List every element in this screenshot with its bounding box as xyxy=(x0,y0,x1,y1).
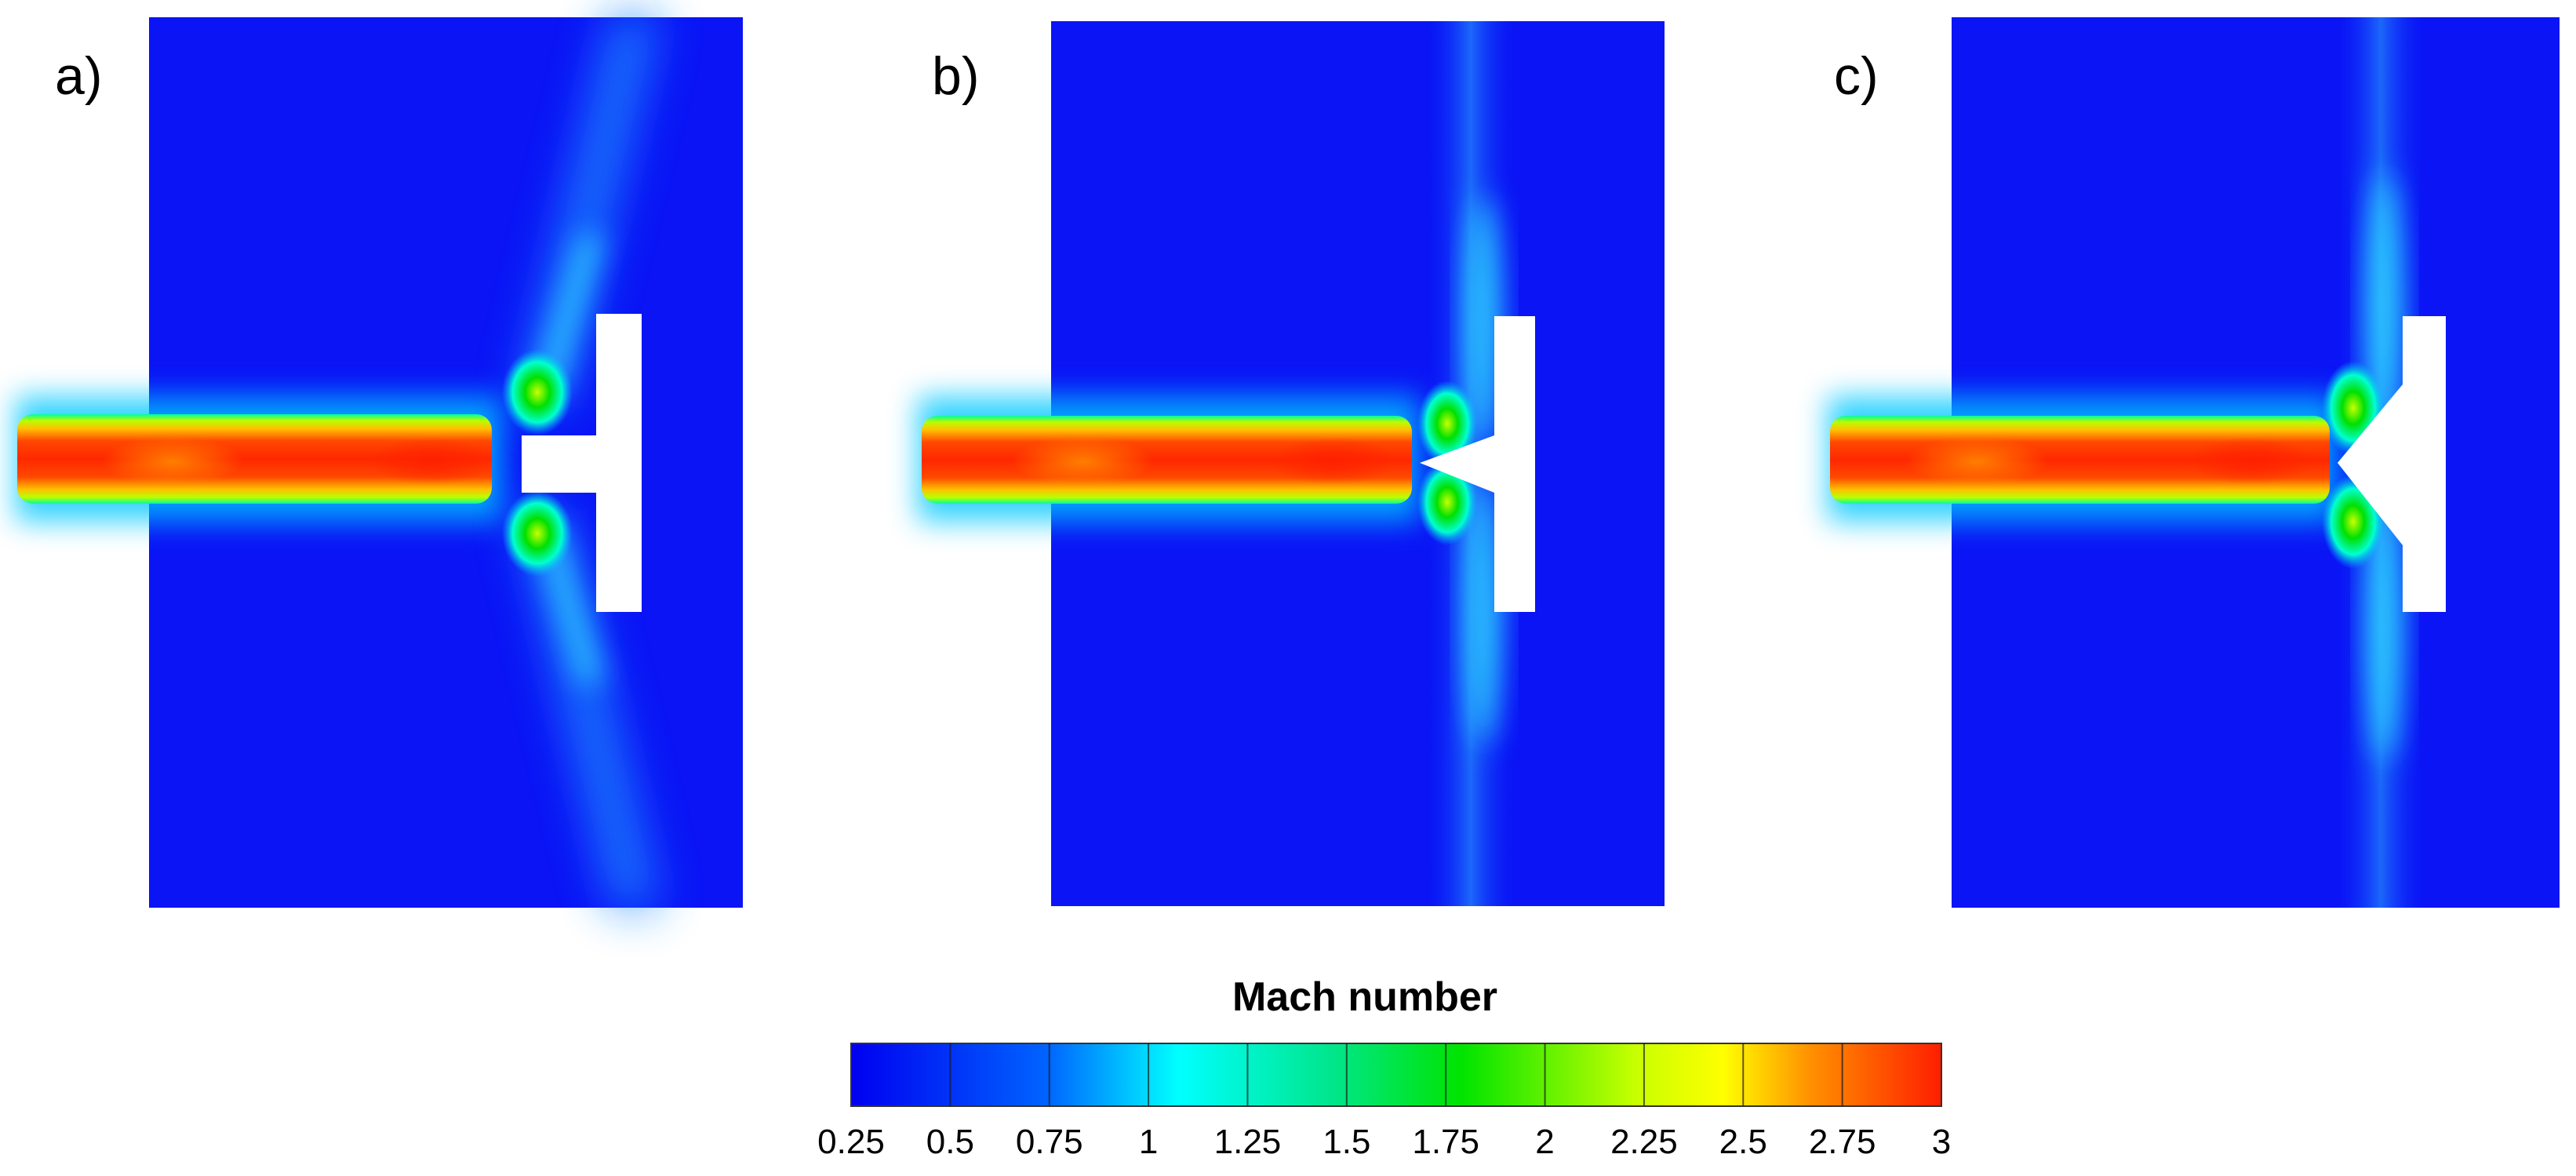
panel-c-obstacle xyxy=(2338,316,2446,612)
colorbar-dividers xyxy=(949,1043,1843,1106)
colorbar: Mach number 0.25 0.5 0.75 1 1.25 1.5 1.75 2 2.25… xyxy=(817,974,1951,1161)
colorbar-tick-label: 2.25 xyxy=(1610,1123,1678,1161)
colorbar-tick-label: 1.5 xyxy=(1323,1123,1370,1161)
panel-b: b) xyxy=(918,21,1665,906)
colorbar-tick-label: 3 xyxy=(1932,1123,1951,1161)
panel-a-obstacle xyxy=(522,314,642,612)
colorbar-gradient xyxy=(850,1043,1942,1107)
colorbar-tick-label: 1.75 xyxy=(1412,1123,1479,1161)
colorbar-tick-label: 2.5 xyxy=(1719,1123,1767,1161)
colorbar-tick-label: 0.75 xyxy=(1016,1123,1083,1161)
panel-c-label: c) xyxy=(1834,46,1879,106)
colorbar-tick-label: 0.25 xyxy=(817,1123,885,1161)
panel-a: a) xyxy=(16,16,743,908)
panel-a-label: a) xyxy=(55,46,102,106)
panel-b-label: b) xyxy=(932,46,979,106)
panel-b-obstacle xyxy=(1420,316,1535,612)
colorbar-ticks: 0.25 0.5 0.75 1 1.25 1.5 1.75 2 2.25 2.5 2.75 3 xyxy=(817,1123,1951,1161)
colorbar-tick-label: 1.25 xyxy=(1214,1123,1282,1161)
colorbar-tick-label: 0.5 xyxy=(926,1123,974,1161)
colorbar-tick-label: 1 xyxy=(1139,1123,1158,1161)
panel-c: c) xyxy=(1828,17,2560,908)
colorbar-tick-label: 2.75 xyxy=(1809,1123,1876,1161)
colorbar-tick-label: 2 xyxy=(1535,1123,1554,1161)
colorbar-title: Mach number xyxy=(1232,974,1497,1020)
